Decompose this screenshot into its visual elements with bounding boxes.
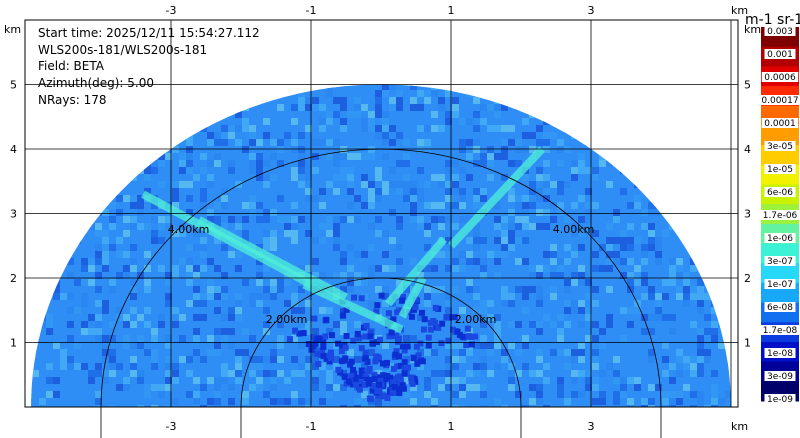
info-field: Field: BETA [38, 59, 104, 73]
y-tick-label-right: 2 [744, 272, 751, 285]
info-start-time: Start time: 2025/12/11 15:54:27.112 [38, 26, 260, 40]
colorbar-label: 1e-07 [767, 280, 793, 290]
grid-lines [25, 20, 738, 407]
y-unit-label-left: km [4, 23, 21, 36]
info-azimuth: Azimuth(deg): 5.00 [38, 76, 155, 90]
colorbar-swatch [761, 125, 799, 146]
colorbar-swatch [761, 263, 799, 284]
colorbar-label-bg [764, 141, 796, 151]
colorbar-label: 0.00017 [761, 96, 798, 106]
colorbar-label-bg [764, 256, 796, 266]
backscatter-streak [197, 216, 348, 301]
colorbar-label-bg [764, 348, 796, 358]
backscatter-streak [398, 276, 427, 319]
x-unit-label-bottom: km [731, 420, 748, 433]
colorbar-label: 6e-06 [767, 188, 793, 198]
colorbar-label: 0.003 [767, 27, 793, 37]
x-tick-label-bottom: -1 [306, 420, 317, 433]
colorbar-label: 3e-05 [767, 142, 793, 152]
colorbar-label-bg [764, 233, 796, 243]
x-tick-label-top: -1 [306, 4, 317, 17]
colorbar: 0.003 0.001 0.0006 0.00017 0.0001 3e-05 1e-05 6… [759, 26, 800, 405]
backscatter-streak [302, 280, 404, 334]
colorbar-label: 1e-06 [767, 234, 793, 244]
range-ring-label: 2.00km [266, 313, 308, 326]
colorbar-label-bg [761, 118, 799, 128]
colorbar-label: 0.001 [767, 50, 793, 60]
y-tick-label-right: 5 [744, 79, 751, 92]
range-ring-label: 4.00km [553, 223, 595, 236]
colorbar-label: 1.7e-06 [763, 211, 798, 221]
plot-frame [24, 19, 739, 408]
colorbar-label-bg [764, 302, 796, 312]
colorbar-label-bg [764, 164, 796, 174]
y-unit-label-right: km [744, 23, 761, 36]
backscatter-streak [448, 146, 545, 249]
x-tick-label-top: 1 [448, 4, 455, 17]
x-unit-label-top: km [731, 4, 748, 17]
colorbar-label-bg [761, 72, 799, 82]
y-tick-label-right: 3 [744, 208, 751, 221]
info-instrument: WLS200s-181/WLS200s-181 [38, 43, 208, 57]
colorbar-label: 1e-09 [767, 395, 793, 405]
range-ring-tail [100, 407, 662, 438]
y-tick-label-left: 2 [10, 272, 17, 285]
colorbar-label: 1e-05 [767, 165, 793, 175]
colorbar-label-bg [759, 95, 800, 105]
axis-ticks: -3 -3 -1 -1 1 1 3 3 1 1 2 2 3 3 4 4 5 5 [10, 4, 751, 433]
info-nrays: NRays: 178 [38, 93, 107, 107]
colorbar-title: m-1 sr-1 [745, 12, 800, 28]
colorbar-label: 0.0006 [764, 73, 796, 83]
x-tick-label-top: -3 [166, 4, 177, 17]
x-tick-label-bottom: 3 [588, 420, 595, 433]
colorbar-label-bg [764, 279, 796, 289]
x-tick-label-bottom: 1 [448, 420, 455, 433]
colorbar-label-bg [764, 187, 796, 197]
y-tick-label-left: 5 [10, 79, 17, 92]
colorbar-label: 6e-08 [767, 303, 793, 313]
colorbar-label-bg [764, 371, 796, 381]
range-rings: 2.00km 2.00km 4.00km 4.00km [100, 148, 662, 438]
colorbar-label-bg [764, 49, 796, 59]
colorbar-label: 3e-09 [767, 372, 793, 382]
y-tick-label-left: 1 [10, 337, 17, 350]
colorbar-label-bg [759, 210, 800, 220]
x-tick-label-bottom: -3 [166, 420, 177, 433]
backscatter-streak [384, 236, 448, 307]
range-ring-label: 4.00km [168, 223, 210, 236]
y-tick-label-left: 4 [10, 143, 17, 156]
range-ring-tail [240, 407, 522, 438]
y-tick-label-right: 1 [744, 337, 751, 350]
colorbar-label: 0.0001 [764, 119, 796, 129]
colorbar-label: 1e-08 [767, 349, 793, 359]
colorbar-label: 3e-07 [767, 257, 793, 267]
colorbar-label-bg [764, 26, 796, 36]
x-tick-label-top: 3 [588, 4, 595, 17]
range-ring-label: 2.00km [455, 313, 497, 326]
colorbar-label: 1.7e-08 [763, 326, 798, 336]
colorbar-label-bg [764, 394, 796, 404]
y-tick-label-left: 3 [10, 208, 17, 221]
colorbar-label-bg [759, 325, 800, 335]
y-tick-label-right: 4 [744, 143, 751, 156]
